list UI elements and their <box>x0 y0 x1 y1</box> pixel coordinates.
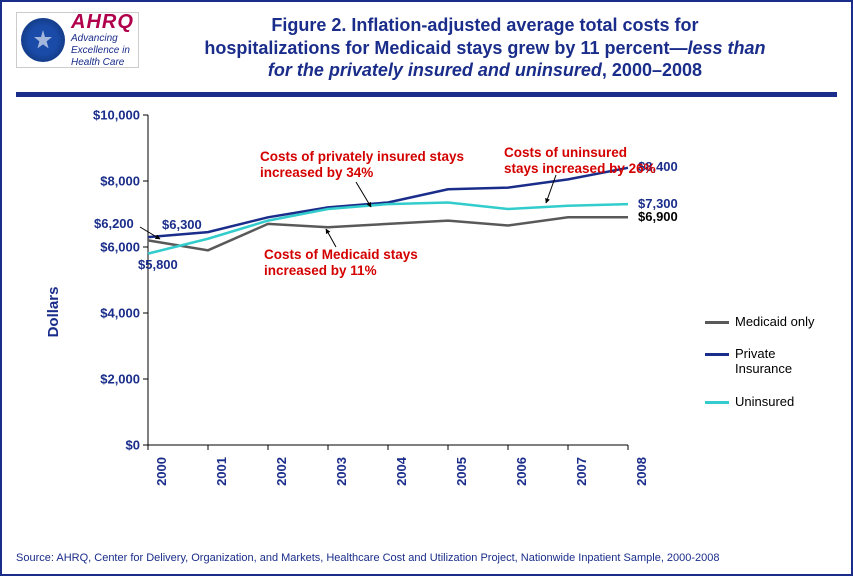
ahrq-name: AHRQ <box>71 12 134 32</box>
end-uninsured: $7,300 <box>638 196 678 211</box>
annotation-priv: Costs of privately insured staysincrease… <box>260 149 464 181</box>
title-line-2b: less than <box>688 38 766 58</box>
legend-swatch-uninsured <box>705 401 729 404</box>
start-uninsured: $5,800 <box>138 257 178 272</box>
y-tick-10000: $10,000 <box>80 107 140 122</box>
legend: Medicaid only Private Insurance Uninsured <box>705 315 815 429</box>
legend-label-uninsured: Uninsured <box>735 395 794 410</box>
title-line-3a: for the privately insured and uninsured <box>268 60 602 80</box>
title-line-3b: , 2000–2008 <box>602 60 702 80</box>
legend-swatch-medicaid <box>705 321 729 324</box>
annotation-medic: Costs of Medicaid staysincreased by 11% <box>264 247 418 279</box>
y-tick-6000: $6,000 <box>80 239 140 254</box>
x-tick-2004: 2004 <box>394 457 409 507</box>
legend-item-private: Private Insurance <box>705 347 815 377</box>
x-tick-2006: 2006 <box>514 457 529 507</box>
y-tick-4000: $4,000 <box>80 305 140 320</box>
figure-title: Figure 2. Inflation-adjusted average tot… <box>139 12 831 82</box>
legend-item-medicaid: Medicaid only <box>705 315 815 330</box>
start-medicaid: $6,200 <box>94 216 134 231</box>
y-tick-8000: $8,000 <box>80 173 140 188</box>
legend-swatch-private <box>705 353 729 356</box>
source-text: Source: AHRQ, Center for Delivery, Organ… <box>16 552 837 564</box>
y-tick-0: $0 <box>80 437 140 452</box>
x-tick-2005: 2005 <box>454 457 469 507</box>
header-rule <box>16 92 837 97</box>
legend-label-private: Private Insurance <box>735 347 815 377</box>
ahrq-logo: AHRQ Advancing Excellence in Health Care <box>71 12 134 68</box>
ahrq-tagline-3: Health Care <box>71 58 134 68</box>
title-line-1: Figure 2. Inflation-adjusted average tot… <box>271 15 698 35</box>
x-tick-2002: 2002 <box>274 457 289 507</box>
x-tick-2001: 2001 <box>214 457 229 507</box>
x-tick-2007: 2007 <box>574 457 589 507</box>
chart-area: Dollars Medicaid onlyPrivate InsuranceUn… <box>16 107 837 517</box>
title-line-2a: hospitalizations for Medicaid stays grew… <box>204 38 687 58</box>
legend-label-medicaid: Medicaid only <box>735 315 815 330</box>
x-tick-2008: 2008 <box>634 457 649 507</box>
y-tick-2000: $2,000 <box>80 371 140 386</box>
ahrq-tagline-1: Advancing <box>71 34 134 44</box>
start-private: $6,300 <box>162 217 202 232</box>
logo-block: AHRQ Advancing Excellence in Health Care <box>16 12 139 68</box>
x-tick-2003: 2003 <box>334 457 349 507</box>
header: AHRQ Advancing Excellence in Health Care… <box>2 2 851 90</box>
end-medicaid: $6,900 <box>638 209 678 224</box>
legend-item-uninsured: Uninsured <box>705 395 815 410</box>
hhs-seal-icon <box>21 18 65 62</box>
x-tick-2000: 2000 <box>154 457 169 507</box>
ahrq-tagline-2: Excellence in <box>71 46 134 56</box>
annotation-unins: Costs of uninsuredstays increased by 26% <box>504 145 656 177</box>
